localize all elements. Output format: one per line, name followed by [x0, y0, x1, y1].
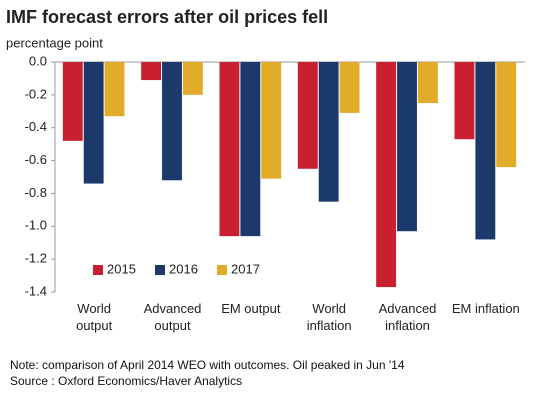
y-tick-label: -0.2 [25, 86, 47, 101]
bar [397, 62, 417, 232]
legend-swatch [93, 265, 103, 275]
x-tick-label: World output [76, 301, 113, 333]
y-tick-label: -0.6 [25, 152, 47, 167]
legend-label: 2015 [107, 261, 136, 276]
y-tick-label: -1.2 [25, 251, 47, 266]
legend-swatch [155, 265, 165, 275]
chart-subtitle: percentage point [6, 35, 103, 50]
legend-label: 2016 [169, 261, 198, 276]
bar [182, 62, 203, 95]
bar [62, 62, 83, 141]
legend-label: 2017 [231, 261, 260, 276]
x-tick-label: World inflation [306, 301, 352, 333]
bar [318, 62, 339, 202]
bar [219, 62, 240, 237]
note: Note: comparison of April 2014 WEO with … [10, 358, 405, 372]
source: Source : Oxford Economics/Haver Analytic… [10, 374, 243, 388]
x-tick-label: EM inflation [451, 301, 520, 316]
bar [339, 62, 360, 113]
x-tick-label: Advanced output [143, 301, 202, 333]
x-tick-label: EM output [221, 301, 281, 316]
x-tick-label: Advanced inflation [378, 301, 437, 333]
bar [496, 62, 517, 168]
bar [104, 62, 125, 117]
bar [417, 62, 438, 104]
bar [240, 62, 261, 237]
bar [297, 62, 318, 169]
chart-title: IMF forecast errors after oil prices fel… [6, 7, 328, 27]
y-tick-label: -0.4 [25, 119, 47, 134]
bar [162, 62, 182, 181]
bar [141, 62, 162, 81]
bar [83, 62, 104, 184]
bar [454, 62, 475, 140]
bar [376, 62, 397, 288]
bar [475, 62, 496, 240]
y-tick-label: -1.0 [25, 218, 47, 233]
bar [261, 62, 282, 179]
y-tick-label: -0.8 [25, 185, 47, 200]
y-tick-label: -1.4 [25, 283, 47, 298]
legend-swatch [217, 265, 227, 275]
y-tick-label: 0.0 [29, 53, 47, 68]
